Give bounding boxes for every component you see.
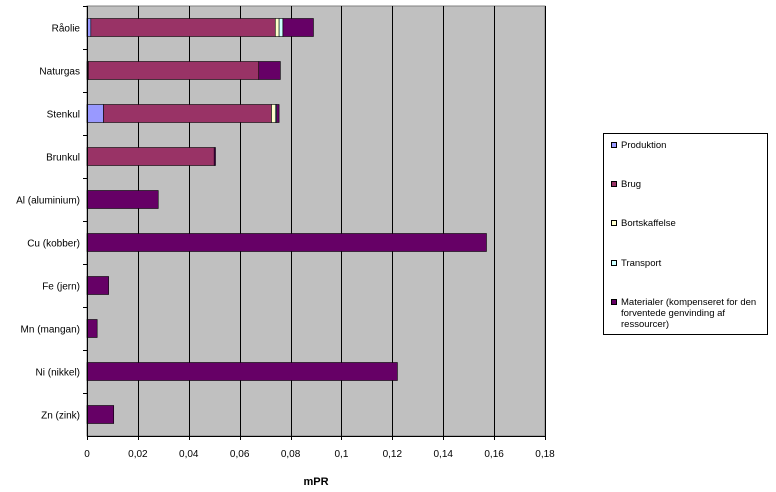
x-tick-label: 0,16 [484,449,504,460]
y-tick-label: Al (aluminium) [16,196,80,207]
x-tick-label: 0,06 [230,449,250,460]
bar-segment [213,147,216,166]
bar-segment [86,190,159,209]
x-tick-label: 0,08 [281,449,301,460]
bar-segment [90,18,276,37]
bar-segment [282,18,314,37]
y-tick-label: Mn (mangan) [21,325,80,336]
bar-segment [86,233,487,252]
legend-label: Bortskaffelse [621,218,676,229]
bar-segment [86,276,109,295]
bar-segment [276,104,280,123]
y-tick-label: Zn (zink) [41,411,80,422]
bar-segment [87,61,260,80]
bar-segment [86,104,104,123]
y-tick-label: Naturgas [39,67,80,78]
bar-segment [86,362,398,381]
y-tick-label: Cu (kobber) [27,239,80,250]
bar-segment [86,147,215,166]
y-tick-label: Stenkul [47,110,80,121]
legend-label: Materialer (kompenseret for den forvente… [621,297,757,330]
x-tick-label: 0,14 [433,449,453,460]
legend-swatch [611,220,617,226]
x-tick-label: 0,12 [383,449,403,460]
bar-segment [278,18,284,37]
legend-label: Produktion [621,140,667,151]
y-tick-label: Råolie [52,23,81,35]
legend-swatch [611,260,617,266]
x-tick-label: 0,04 [179,449,199,460]
bar-segment [86,319,98,338]
y-tick-label: Fe (jern) [42,282,80,293]
legend-label: Brug [621,179,642,190]
x-tick-label: 0 [84,449,90,460]
legend-swatch [611,299,617,305]
legend-swatch [611,181,617,187]
x-tick-label: 0,18 [535,449,555,460]
x-axis-title: mPR [303,476,328,488]
x-tick-label: 0,02 [128,449,148,460]
bar-segment [103,104,272,123]
bar-segment [271,104,276,123]
y-tick-label: Brunkul [46,153,80,164]
legend-label: Transport [621,258,662,269]
bar-segment [274,18,280,37]
bar-segment [258,61,281,80]
legend-swatch [611,142,617,148]
x-tick-label: 0,1 [334,449,348,460]
bar-segment [86,405,115,424]
legend: Produktion Brug Bortskaffelse Transport Mate… [603,133,768,335]
y-tick-label: Ni (nikkel) [36,368,80,379]
